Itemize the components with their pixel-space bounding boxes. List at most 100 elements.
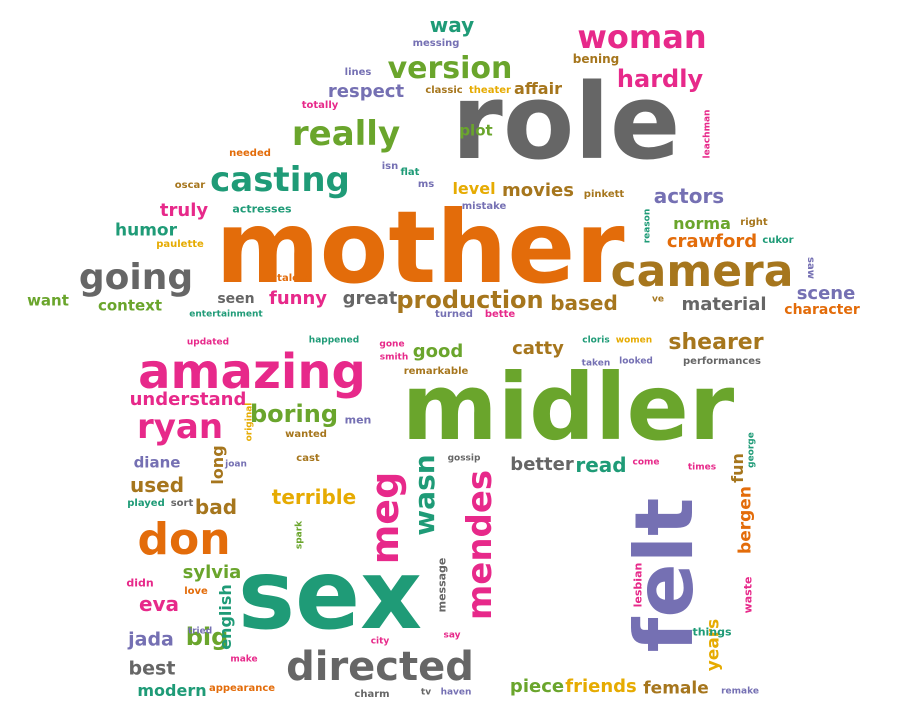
word-played: played: [127, 498, 165, 509]
word-isn: isn: [381, 161, 399, 172]
word-really: really: [291, 114, 401, 154]
word-oscar: oscar: [174, 180, 206, 191]
word-plot: plot: [459, 121, 493, 140]
word-remake: remake: [721, 686, 759, 697]
word-joan: joan: [225, 459, 247, 470]
word-tv: tv: [420, 687, 432, 698]
word-affair: affair: [514, 79, 562, 98]
word-woman: woman: [577, 18, 707, 56]
word-amazing: amazing: [138, 344, 366, 400]
word-looked: looked: [619, 356, 653, 367]
word-updated: updated: [186, 337, 230, 348]
word-terrible: terrible: [271, 485, 357, 509]
word-understand: understand: [129, 389, 247, 410]
word-long: long: [208, 445, 227, 485]
word-good: good: [412, 341, 464, 362]
word-say: say: [443, 630, 461, 641]
word-mendes: mendes: [460, 469, 500, 621]
word-want: want: [27, 291, 69, 310]
word-directed: directed: [286, 644, 474, 690]
word-jada: jada: [128, 628, 174, 651]
word-make: make: [230, 654, 258, 665]
word-piece: piece: [509, 676, 565, 697]
word-performances: performances: [683, 356, 761, 367]
word-leachman: leachman: [702, 109, 713, 159]
word-role: role: [451, 61, 681, 183]
word-humor: humor: [115, 220, 177, 241]
word-mistake: mistake: [461, 201, 507, 212]
word-times: times: [687, 462, 717, 473]
word-meg: meg: [363, 471, 407, 565]
word-things: things: [692, 625, 732, 639]
word-sex: sex: [237, 539, 423, 651]
word-flat: flat: [400, 167, 420, 178]
word-wasn: wasn: [408, 454, 441, 536]
word-original: original: [244, 402, 255, 442]
word-george: george: [746, 432, 757, 468]
word-english: english: [216, 584, 235, 650]
word-city: city: [370, 636, 390, 647]
word-talent: talent: [277, 273, 311, 284]
word-gone: gone: [379, 339, 405, 350]
word-totally: totally: [301, 100, 339, 111]
word-didn: didn: [126, 576, 154, 590]
word-sylvia: sylvia: [182, 562, 242, 583]
word-based: based: [550, 291, 618, 315]
word-messing: messing: [412, 38, 460, 49]
word-crawford: crawford: [666, 231, 758, 252]
word-saw: saw: [805, 257, 816, 279]
word-message: message: [435, 557, 449, 613]
word-reason: reason: [642, 208, 653, 244]
word-fun: fun: [728, 453, 747, 483]
word-actresses: actresses: [232, 202, 292, 216]
word-diane: diane: [133, 453, 181, 472]
word-hardly: hardly: [616, 65, 704, 93]
word-female: female: [643, 678, 709, 699]
word-way: way: [429, 13, 475, 37]
word-norma: norma: [673, 214, 731, 233]
word-classic: classic: [425, 85, 463, 96]
word-seen: seen: [217, 291, 255, 307]
word-happened: happened: [308, 335, 360, 346]
word-actors: actors: [653, 184, 725, 208]
word-bad: bad: [194, 495, 238, 519]
word-midler: midler: [401, 354, 735, 461]
word-needed: needed: [229, 148, 271, 159]
word-eva: eva: [138, 592, 180, 616]
word-level: level: [452, 179, 496, 198]
word-bergen: bergen: [735, 486, 756, 554]
word-respect: respect: [327, 81, 405, 102]
word-turned: turned: [435, 309, 473, 320]
word-material: material: [681, 294, 767, 315]
word-truly: truly: [159, 200, 209, 221]
word-don: don: [137, 514, 231, 565]
word-cukor: cukor: [762, 235, 794, 246]
word-love: love: [184, 586, 208, 597]
word-ms: ms: [417, 179, 435, 190]
word-ve: ve: [652, 294, 664, 305]
word-waste: waste: [741, 576, 755, 614]
word-come: come: [632, 457, 660, 468]
word-big: big: [185, 623, 229, 651]
word-shearer: shearer: [668, 330, 764, 355]
word-lesbian: lesbian: [631, 562, 645, 608]
word-bette: bette: [484, 309, 516, 320]
word-charm: charm: [354, 689, 390, 700]
word-pinkett: pinkett: [583, 189, 625, 200]
word-wanted: wanted: [285, 429, 327, 440]
word-theater: theater: [469, 85, 511, 96]
word-character: character: [784, 302, 860, 318]
word-boring: boring: [250, 400, 338, 428]
word-women: women: [615, 335, 653, 346]
word-tried: tried: [187, 626, 213, 637]
word-entertainment: entertainment: [189, 309, 263, 320]
word-sort: sort: [170, 498, 194, 509]
word-funny: funny: [268, 288, 328, 309]
word-spark: spark: [294, 520, 305, 550]
word-paulette: paulette: [156, 239, 204, 250]
word-scene: scene: [796, 283, 856, 304]
word-read: read: [575, 453, 627, 477]
word-taken: taken: [581, 358, 611, 369]
word-catty: catty: [512, 338, 564, 359]
